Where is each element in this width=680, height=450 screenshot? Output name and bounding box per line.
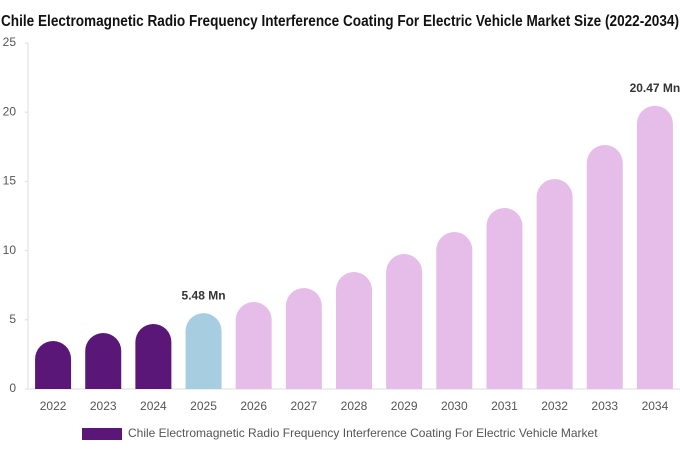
x-tick-label: 2024 [140, 399, 167, 413]
x-tick-label: 2027 [290, 399, 317, 413]
y-tick-label: 15 [3, 174, 17, 188]
chart-title: Chile Electromagnetic Radio Frequency In… [1, 13, 679, 30]
x-tick-label: 2030 [441, 399, 468, 413]
bar [35, 340, 72, 389]
bar [486, 207, 523, 389]
x-tick-label: 2022 [40, 399, 67, 413]
x-tick-label: 2023 [90, 399, 117, 413]
bar [586, 145, 623, 389]
y-tick-label: 0 [9, 381, 16, 395]
bar [436, 232, 473, 389]
y-tick-label: 5 [9, 312, 16, 326]
x-tick-label: 2025 [190, 399, 217, 413]
x-tick-label: 2029 [391, 399, 418, 413]
bar [135, 323, 172, 389]
legend-label: Chile Electromagnetic Radio Frequency In… [128, 426, 598, 440]
bar [386, 254, 423, 389]
bar [185, 313, 222, 389]
bar [85, 332, 122, 389]
legend-swatch [82, 428, 122, 440]
y-tick-label: 25 [3, 35, 17, 49]
value-label: 5.48 Mn [182, 288, 226, 302]
bar [285, 287, 322, 389]
bar [336, 272, 372, 389]
bar [536, 179, 573, 389]
x-tick-label: 2032 [541, 399, 568, 413]
x-tick-label: 2026 [240, 399, 267, 413]
y-tick-label: 20 [3, 104, 17, 118]
bar [235, 301, 272, 389]
x-tick-label: 2034 [642, 399, 669, 413]
x-tick-label: 2033 [591, 399, 618, 413]
y-tick-label: 10 [3, 243, 17, 257]
x-tick-label: 2031 [491, 399, 518, 413]
value-label: 20.47 Mn [630, 81, 680, 95]
x-tick-label: 2028 [341, 399, 368, 413]
bar [636, 105, 673, 390]
